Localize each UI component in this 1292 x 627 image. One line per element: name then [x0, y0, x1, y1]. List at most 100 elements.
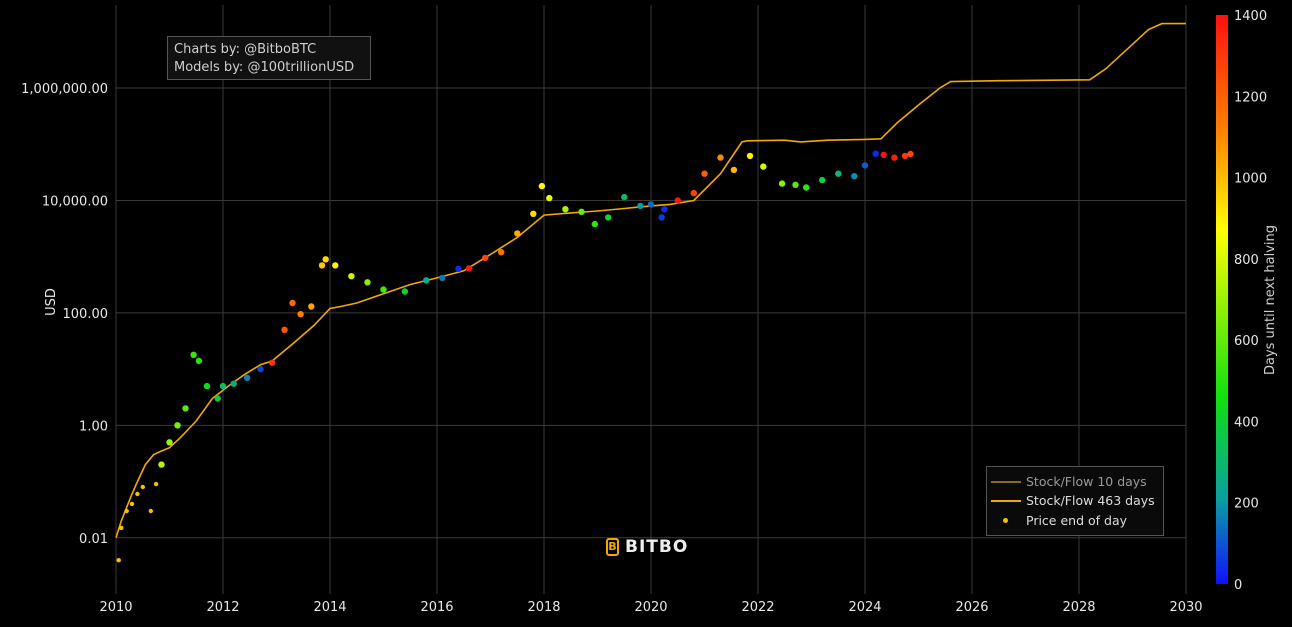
price-point — [674, 197, 681, 204]
y-tick-label: 0.01 — [79, 532, 108, 547]
legend-swatch — [991, 500, 1021, 502]
price-point — [281, 326, 288, 333]
price-point — [380, 286, 387, 293]
credits-line-2: Models by: @100trillionUSD — [174, 60, 355, 75]
price-point — [318, 262, 326, 269]
price-point — [778, 180, 786, 187]
price-point — [803, 184, 810, 191]
price-point — [819, 176, 826, 184]
price-point — [203, 382, 211, 390]
y-tick-label: 10,000.00 — [42, 194, 108, 209]
price-point — [140, 484, 145, 490]
gridlines — [115, 5, 1187, 594]
price-point — [578, 208, 585, 215]
price-point — [637, 202, 644, 210]
legend-label: Stock/Flow 463 days — [1026, 493, 1155, 508]
stock-flow-463-path — [115, 22, 1186, 539]
price-point — [332, 262, 339, 269]
colorbar-tick-label: 1000 — [1234, 172, 1267, 187]
price-point — [482, 254, 489, 262]
price-point — [116, 558, 121, 563]
price-point — [195, 357, 203, 365]
price-point — [289, 299, 296, 307]
legend-label: Stock/Flow 10 days — [1026, 474, 1147, 489]
price-point — [880, 151, 887, 158]
x-tick-label: 2024 — [848, 600, 881, 615]
price-point — [498, 249, 505, 256]
colorbar-tick-label: 1400 — [1234, 9, 1267, 24]
x-axis: 2010 2012 2014 2016 2018 2020 2022 2024 2026 2028… — [99, 600, 1202, 615]
legend-item-price[interactable]: Price end of day — [987, 512, 1163, 530]
price-point — [401, 288, 409, 295]
legend-item-sf10[interactable]: Stock/Flow 10 days — [987, 473, 1163, 491]
stock-flow-463-line — [115, 22, 1186, 539]
price-point — [647, 201, 655, 208]
price-point — [835, 170, 842, 177]
price-point — [621, 193, 628, 201]
y-tick-label: 1,000,000.00 — [21, 82, 108, 97]
price-point — [364, 279, 371, 286]
x-tick-label: 2018 — [527, 600, 560, 615]
x-tick-label: 2012 — [206, 600, 239, 615]
credits-box: Charts by: @BitboBTC Models by: @100tril… — [167, 36, 371, 80]
price-point — [851, 173, 858, 180]
price-point — [119, 525, 124, 531]
price-point — [124, 508, 129, 514]
price-point — [308, 303, 315, 310]
price-point — [891, 154, 898, 161]
y-axis-label: USD — [44, 288, 59, 316]
price-point — [269, 359, 276, 366]
x-tick-label: 2030 — [1169, 600, 1202, 615]
colorbar-tick-label: 200 — [1234, 497, 1259, 512]
y-tick-label: 100.00 — [63, 307, 109, 322]
price-point — [591, 220, 598, 228]
price-point — [605, 214, 612, 221]
price-point — [760, 163, 767, 170]
x-tick-label: 2010 — [99, 600, 132, 615]
bitbo-logo-icon: B — [606, 538, 619, 556]
price-point — [562, 206, 569, 213]
price-point — [348, 273, 355, 280]
bitbo-logo: B BITBO — [606, 537, 688, 557]
x-tick-label: 2014 — [313, 600, 346, 615]
legend-label: Price end of day — [1026, 513, 1128, 528]
price-point — [322, 256, 329, 263]
price-series — [116, 150, 914, 563]
legend: Stock/Flow 10 days Stock/Flow 463 days P… — [986, 466, 1164, 536]
price-point — [243, 374, 251, 381]
price-point — [129, 501, 135, 507]
price-point — [214, 395, 221, 402]
colorbar-gradient — [1216, 15, 1228, 584]
colorbar-tick-label: 0 — [1234, 578, 1242, 593]
price-point — [166, 439, 173, 446]
legend-dot — [1003, 518, 1008, 523]
x-tick-label: 2028 — [1062, 600, 1095, 615]
price-point — [658, 214, 665, 221]
x-tick-label: 2022 — [741, 600, 774, 615]
price-point — [872, 150, 879, 157]
x-tick-label: 2020 — [634, 600, 667, 615]
price-point — [190, 351, 197, 358]
colorbar-tick-label: 800 — [1234, 253, 1259, 268]
price-point — [538, 182, 546, 190]
price-point — [158, 461, 165, 468]
x-tick-label: 2016 — [420, 600, 453, 615]
price-point — [423, 277, 430, 284]
price-point — [901, 152, 909, 160]
price-point — [135, 491, 140, 497]
legend-swatch — [991, 481, 1021, 483]
price-point — [153, 481, 159, 487]
colorbar: 0 200 400 600 800 1000 1200 1400 — [1216, 9, 1267, 593]
legend-item-sf463[interactable]: Stock/Flow 463 days — [987, 492, 1163, 510]
price-point — [465, 265, 473, 272]
colorbar-title: Days until next halving — [1263, 225, 1278, 375]
price-point — [701, 170, 708, 177]
price-point — [730, 166, 738, 174]
colorbar-tick-label: 1200 — [1234, 90, 1267, 105]
price-point — [257, 365, 264, 373]
price-point — [455, 265, 462, 272]
price-point — [230, 380, 237, 387]
credits-line-1: Charts by: @BitboBTC — [174, 42, 317, 57]
price-point — [439, 274, 446, 282]
price-point — [148, 508, 153, 514]
